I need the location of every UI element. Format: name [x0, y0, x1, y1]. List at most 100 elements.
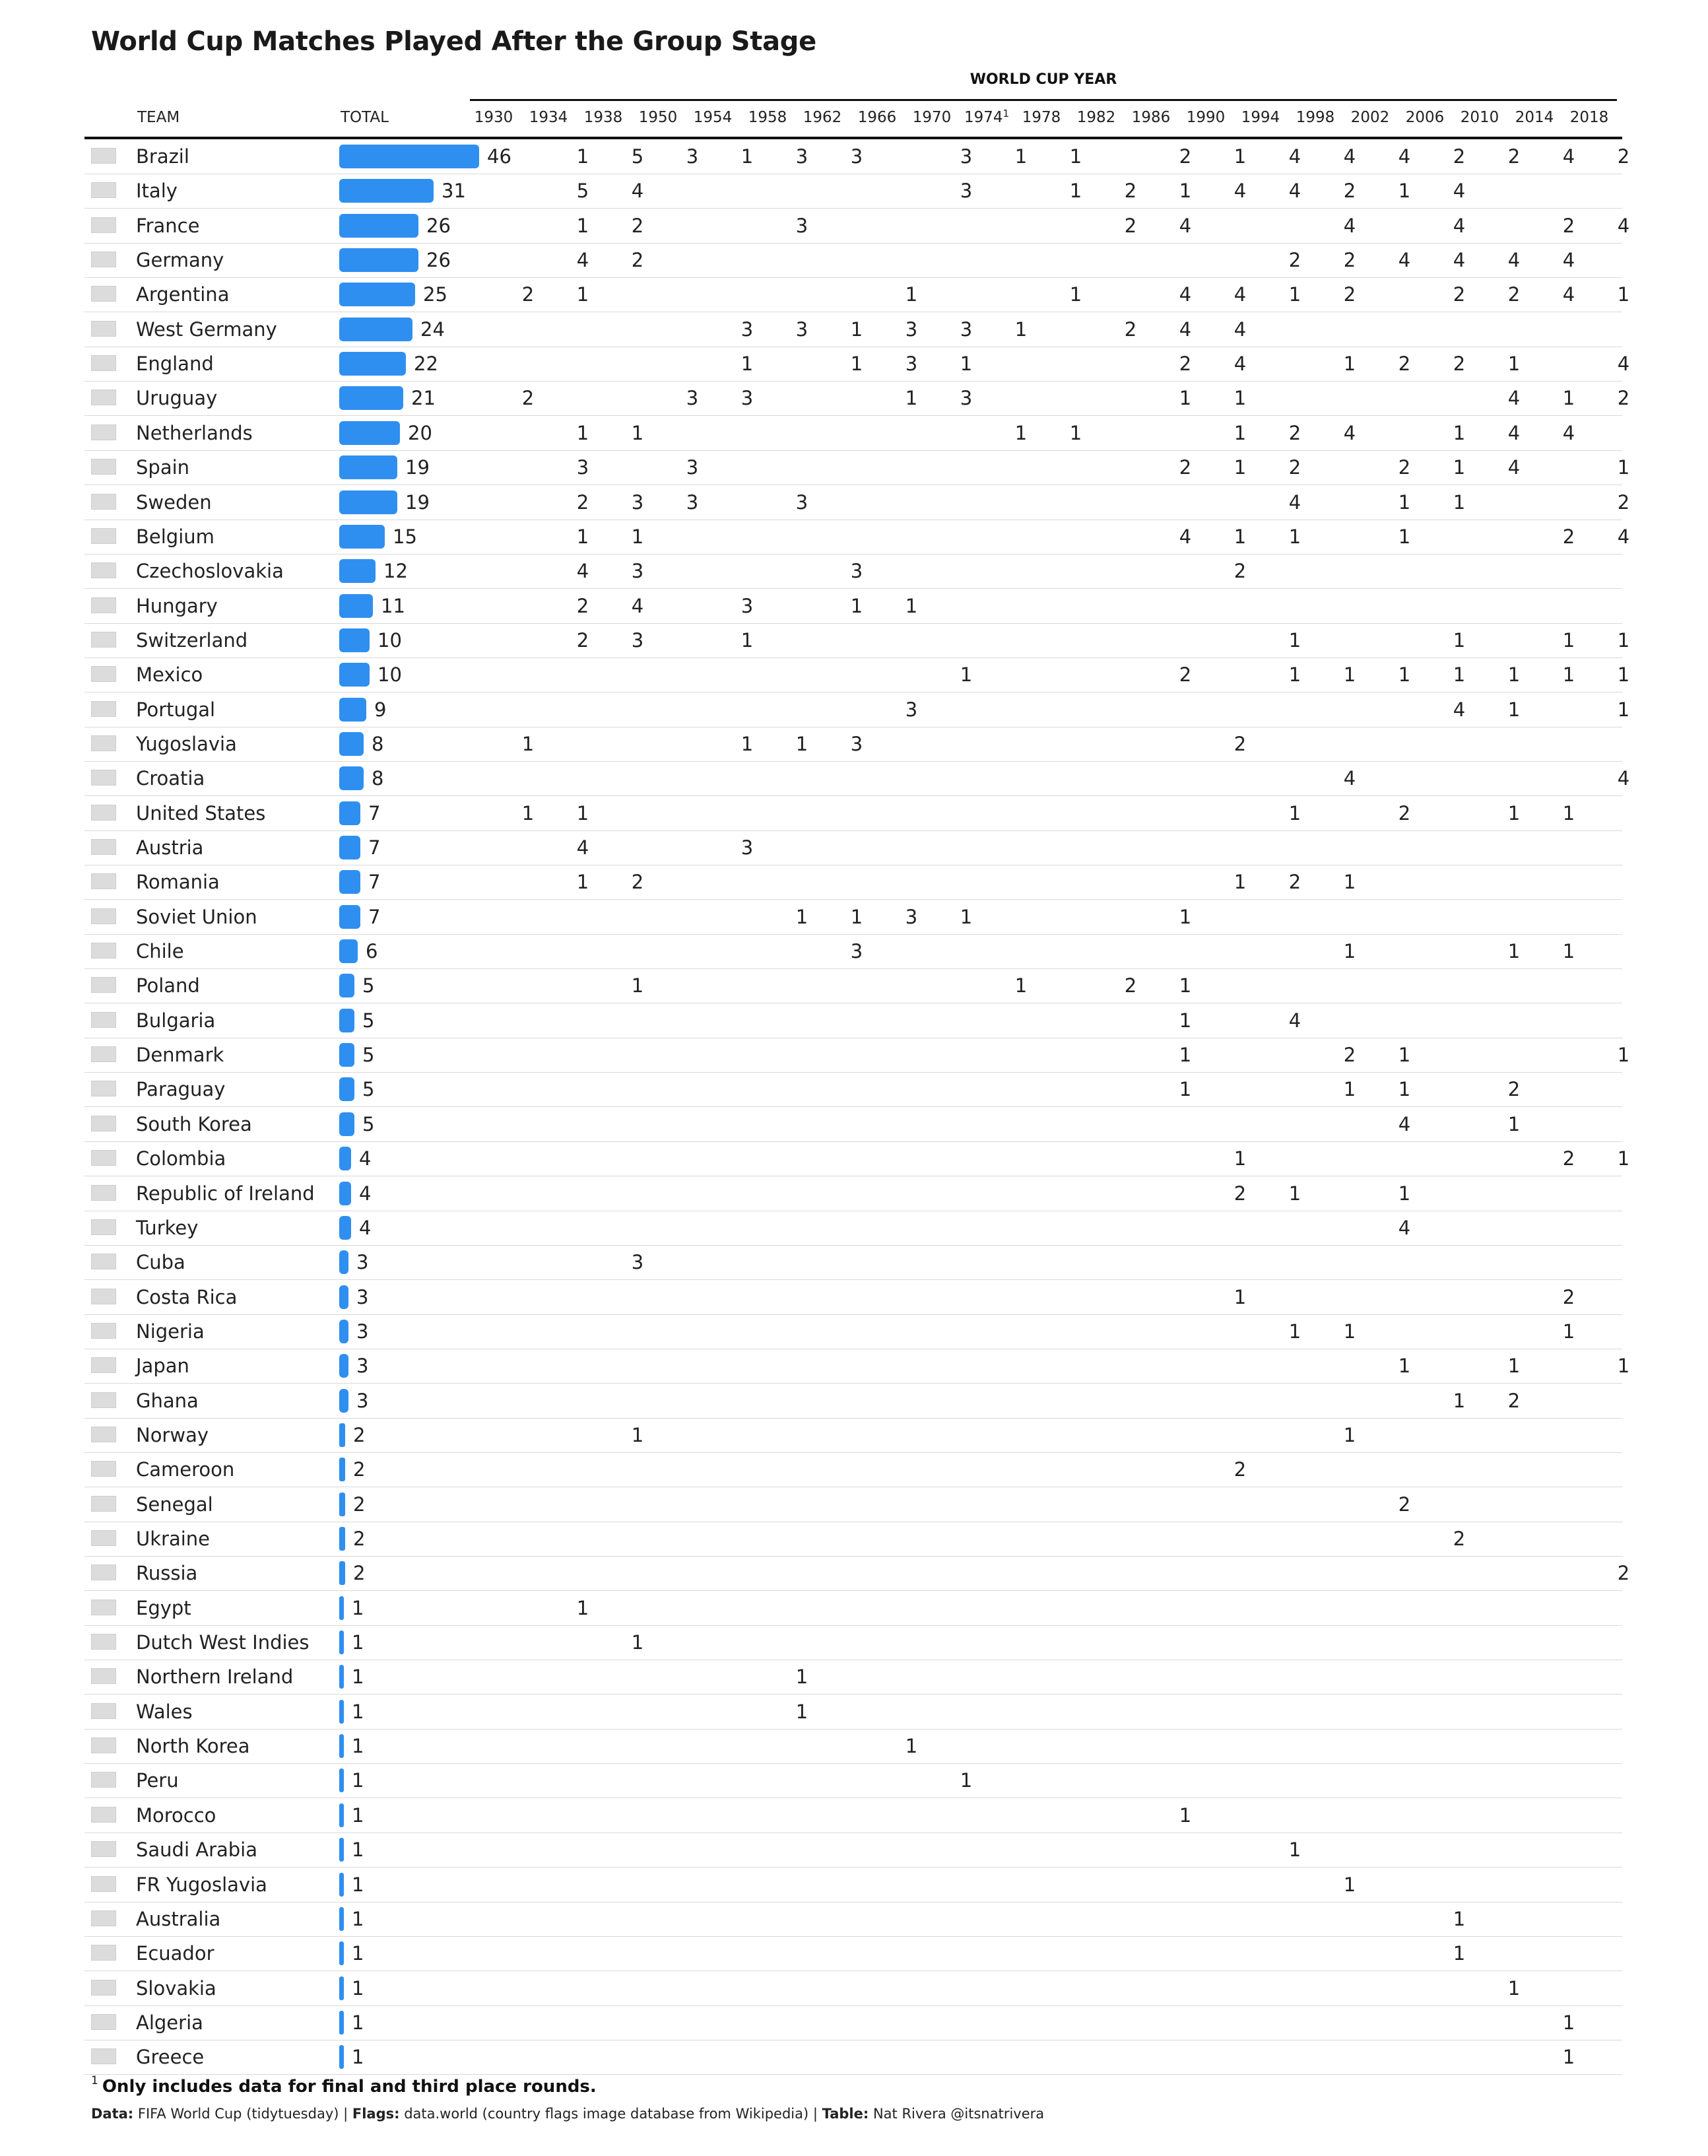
country-flag-icon: [91, 1979, 116, 1996]
country-flag-icon: [91, 631, 116, 648]
team-name: Germany: [136, 249, 224, 272]
year-header-text: 1962: [803, 109, 842, 126]
year-header-1930: 1930: [467, 109, 520, 130]
team-name: Paraguay: [136, 1078, 226, 1101]
table-row: Colombia 4 1 2 1: [84, 1141, 1629, 1177]
total-value: 8: [372, 732, 384, 755]
total-value: 2: [353, 1423, 366, 1446]
matches-cell: 1: [1617, 1147, 1630, 1170]
total-value: 21: [411, 387, 436, 410]
total-value: 3: [356, 1355, 369, 1378]
matches-cell: 1: [850, 318, 863, 341]
matches-cell: 1: [1453, 1389, 1466, 1412]
matches-cell: 1: [576, 214, 589, 237]
matches-cell: 1: [631, 1631, 644, 1654]
table-row: Czechoslovakia 12 4 3 3 2: [84, 554, 1622, 590]
matches-cell: 3: [631, 1251, 644, 1274]
total-bar: [339, 1803, 344, 1827]
total-bar: [339, 283, 415, 307]
total-value: 9: [374, 698, 387, 721]
matches-cell: 1: [960, 1769, 973, 1792]
year-header-1966: 1966: [851, 109, 903, 130]
total-bar: [339, 1458, 345, 1482]
total-bar: [339, 2010, 344, 2035]
matches-cell: 1: [1014, 318, 1028, 341]
year-header-text: 1950: [638, 109, 678, 126]
matches-cell: 4: [1288, 145, 1301, 168]
total-value: 5: [362, 1112, 375, 1135]
table-row: South Korea 5 4 1: [84, 1107, 1622, 1142]
total-bar: [339, 2045, 344, 2070]
matches-cell: 3: [795, 490, 808, 514]
matches-cell: 1: [521, 732, 535, 755]
matches-cell: 1: [1453, 456, 1466, 479]
matches-cell: 1: [1179, 905, 1192, 928]
total-bar: [339, 1838, 344, 1862]
total-value: 1: [352, 1596, 364, 1619]
matches-cell: 1: [1288, 1182, 1301, 1205]
matches-cell: 1: [576, 1596, 589, 1619]
total-bar: [339, 939, 358, 964]
matches-cell: 2: [1124, 974, 1137, 997]
matches-cell: 1: [960, 905, 973, 928]
total-bar: [339, 1112, 354, 1136]
matches-cell: 4: [1453, 698, 1466, 721]
matches-cell: 3: [740, 387, 754, 410]
matches-cell: 1: [1069, 421, 1082, 444]
country-flag-icon: [91, 1011, 116, 1028]
total-value: 6: [366, 940, 378, 963]
matches-cell: 1: [1398, 1044, 1411, 1067]
matches-cell: 2: [576, 594, 589, 617]
table-row: Sweden 19 2 3 3 3 4 1 1 2: [84, 485, 1629, 520]
matches-cell: 1: [740, 732, 754, 755]
table-row: Switzerland 10 2 3 1 1 1 1 1: [84, 623, 1629, 658]
matches-cell: 3: [631, 490, 644, 514]
total-bar: [339, 386, 403, 411]
year-header-1962: 1962: [796, 109, 849, 130]
matches-cell: 1: [631, 525, 644, 548]
table-row: Spain 19 3 3 2 1 2 2 1 4 1: [84, 450, 1629, 486]
matches-cell: 1: [1617, 283, 1630, 306]
year-header-1934: 1934: [522, 109, 575, 130]
matches-cell: 4: [1453, 214, 1466, 237]
team-name: Chile: [136, 940, 184, 963]
matches-cell: 3: [631, 628, 644, 652]
team-name: Soviet Union: [136, 905, 257, 928]
matches-cell: 1: [1617, 663, 1630, 687]
table-row: Northern Ireland 1 1: [84, 1660, 1622, 1695]
matches-cell: 4: [1507, 387, 1521, 410]
year-header-1982: 1982: [1070, 109, 1123, 130]
table-row: Costa Rica 3 1 2: [84, 1280, 1622, 1315]
table-row: Senegal 2 2: [84, 1487, 1622, 1522]
table-row: Chile 6 3 1 1 1: [84, 934, 1622, 970]
matches-cell: 4: [631, 180, 644, 203]
matches-cell: 4: [1617, 767, 1630, 790]
country-flag-icon: [91, 493, 116, 510]
matches-cell: 2: [1453, 145, 1466, 168]
matches-cell: 4: [1398, 249, 1411, 272]
matches-cell: 3: [960, 318, 973, 341]
team-name: Northern Ireland: [136, 1666, 294, 1689]
team-name: Wales: [136, 1700, 193, 1723]
total-value: 3: [356, 1251, 369, 1274]
country-flag-icon: [91, 1634, 116, 1650]
matches-cell: 1: [795, 1700, 808, 1723]
table-row: Ecuador 1 1: [84, 1936, 1622, 1972]
matches-cell: 1: [1562, 628, 1575, 652]
matches-cell: 1: [1507, 801, 1521, 825]
total-value: 1: [352, 1803, 364, 1827]
year-header-text: 1938: [583, 109, 623, 126]
table-row: France 26 1 2 3 2 4 4 4 2 4: [84, 209, 1629, 244]
matches-cell: 2: [1233, 732, 1247, 755]
team-column-header: TEAM: [137, 109, 180, 126]
matches-cell: 3: [850, 145, 863, 168]
matches-cell: 1: [1343, 1873, 1356, 1896]
table-row: Saudi Arabia 1 1: [84, 1833, 1622, 1868]
matches-cell: 3: [850, 560, 863, 583]
year-header-2006: 2006: [1398, 109, 1451, 130]
country-flag-icon: [91, 389, 116, 406]
team-name: Nigeria: [136, 1320, 205, 1343]
table-row: Uruguay 21 2 3 3 1 3 1 1 4 1 2: [84, 381, 1629, 417]
matches-cell: 1: [1398, 180, 1411, 203]
total-value: 1: [352, 1769, 364, 1792]
